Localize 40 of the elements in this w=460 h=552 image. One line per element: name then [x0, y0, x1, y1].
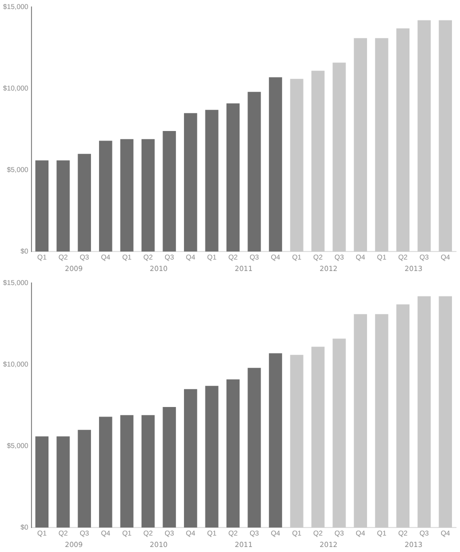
bar [142, 139, 155, 252]
bar [142, 415, 155, 528]
bar [248, 92, 261, 252]
bar [290, 78, 304, 252]
bar [205, 110, 218, 252]
bar [418, 20, 431, 252]
bar [120, 139, 134, 252]
bar [268, 77, 282, 252]
bar [226, 103, 240, 252]
bar [438, 20, 452, 252]
bar [354, 314, 368, 528]
bar [290, 354, 304, 528]
bar [375, 314, 388, 528]
bar [35, 436, 49, 528]
bar [438, 296, 452, 528]
bar [396, 28, 410, 252]
bar [184, 389, 198, 528]
bar [332, 62, 346, 252]
bar [205, 386, 218, 528]
bar [268, 353, 282, 528]
bar [184, 113, 198, 252]
bar [332, 338, 346, 528]
bar [78, 154, 91, 252]
bar [56, 436, 70, 528]
bar [162, 407, 176, 528]
bar [120, 415, 134, 528]
bar [99, 416, 112, 528]
bar [354, 38, 368, 252]
bar [248, 368, 261, 528]
bar [56, 160, 70, 252]
bar [418, 296, 431, 528]
bar [78, 430, 91, 528]
bar [311, 346, 325, 528]
bar [375, 38, 388, 252]
bar [396, 304, 410, 528]
bar [226, 379, 240, 528]
bar [162, 131, 176, 252]
bar [311, 70, 325, 252]
bar [99, 140, 112, 252]
bar [35, 160, 49, 252]
